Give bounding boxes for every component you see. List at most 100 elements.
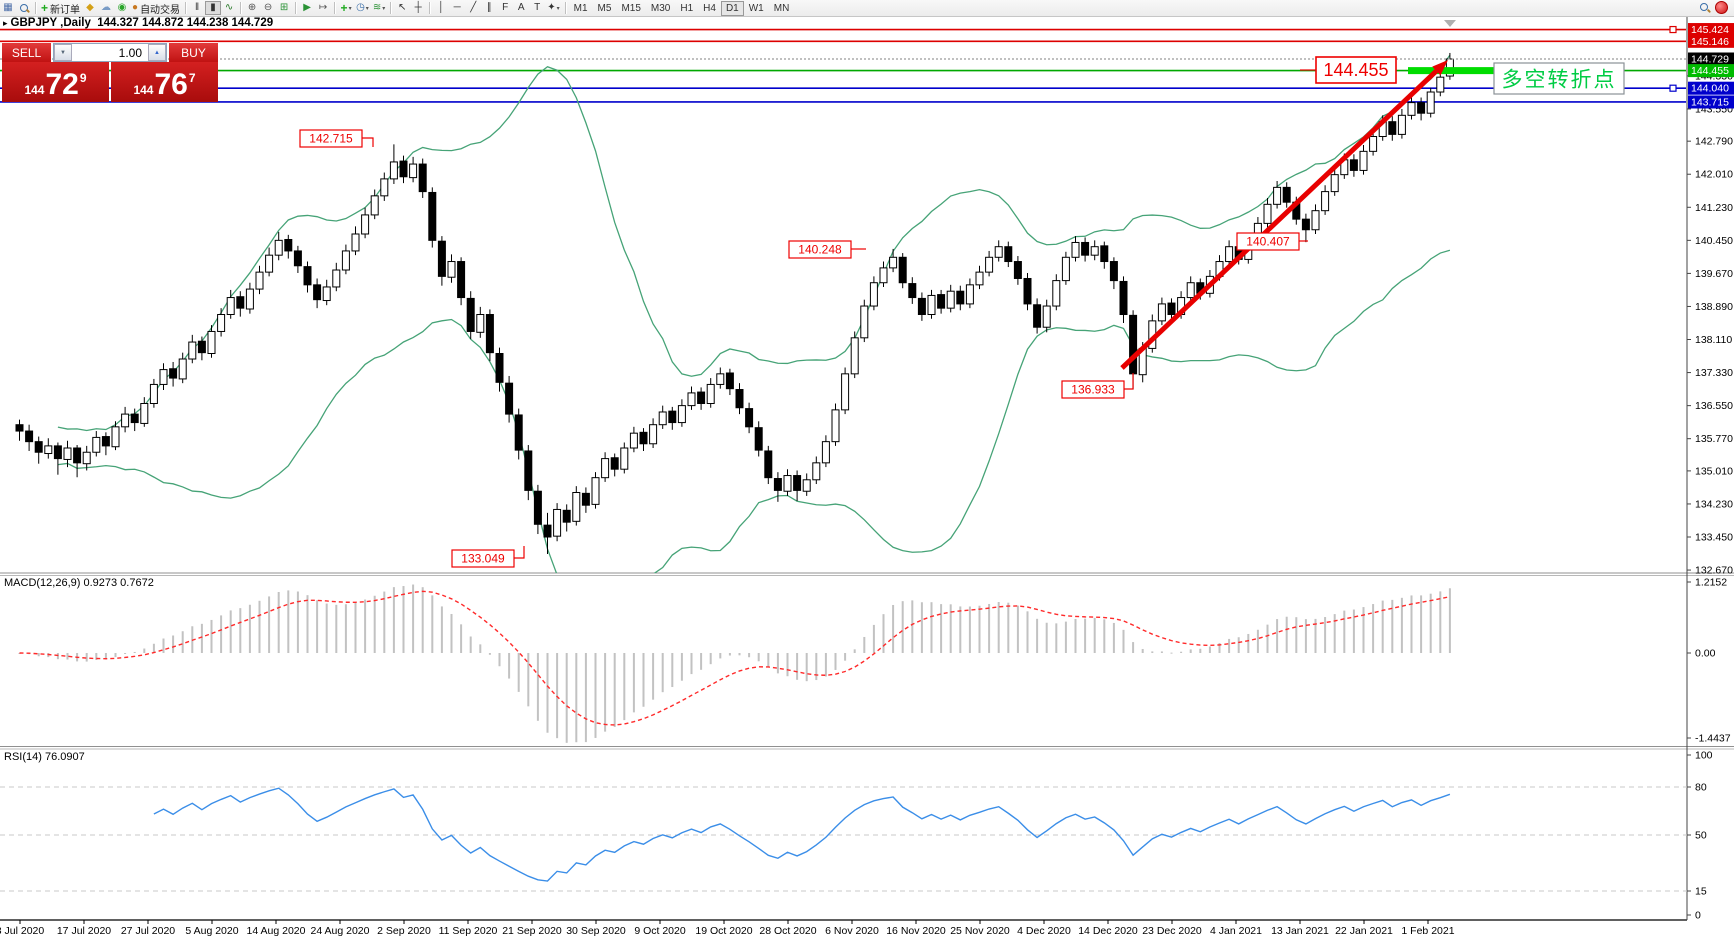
- timeframe-mn-button[interactable]: MN: [773, 2, 790, 14]
- candle-chart-icon[interactable]: ▮: [205, 1, 222, 15]
- sell-button[interactable]: SELL: [2, 43, 51, 62]
- history-center-icon[interactable]: ◆: [86, 2, 94, 13]
- price-annotation-136.933[interactable]: 136.933: [1061, 373, 1134, 399]
- svg-text:5 Aug 2020: 5 Aug 2020: [185, 925, 238, 937]
- sell-price-main: 72: [45, 68, 79, 101]
- shapes-icon[interactable]: ✦ ▾: [547, 2, 560, 13]
- svg-text:135.010: 135.010: [1695, 465, 1733, 477]
- preview-icon[interactable]: [16, 1, 32, 15]
- templates-icon[interactable]: ≋ ▾: [372, 2, 386, 13]
- svg-text:137.330: 137.330: [1695, 367, 1733, 379]
- data-window-icon[interactable]: [1715, 1, 1728, 14]
- svg-text:144.729: 144.729: [1691, 54, 1729, 66]
- svg-text:8 Jul 2020: 8 Jul 2020: [0, 925, 44, 937]
- svg-text:6 Nov 2020: 6 Nov 2020: [825, 925, 879, 937]
- timeframe-m5-button[interactable]: M5: [597, 2, 612, 14]
- price-annotation-140.407[interactable]: 140.407: [1236, 232, 1308, 251]
- svg-text:100: 100: [1695, 750, 1713, 762]
- timeframe-m1-button[interactable]: M1: [573, 2, 588, 14]
- collapse-arrow-icon[interactable]: ▸: [3, 18, 8, 28]
- crosshair-icon[interactable]: ┼: [414, 2, 422, 13]
- price-annotation-133.049[interactable]: 133.049: [451, 546, 525, 568]
- buy-price-main: 76: [154, 68, 188, 101]
- fibonacci-icon[interactable]: F: [502, 2, 509, 13]
- label-icon[interactable]: T: [534, 2, 541, 13]
- auto-scroll-icon[interactable]: ▶: [303, 2, 311, 13]
- trendline-icon[interactable]: ╱: [470, 2, 477, 13]
- svg-text:145.424: 145.424: [1691, 24, 1729, 36]
- volume-down-button[interactable]: ▼: [54, 44, 72, 61]
- candles: [15, 52, 1454, 554]
- search-icon[interactable]: [1700, 3, 1709, 12]
- zoom-in-icon[interactable]: ⊕: [247, 2, 257, 13]
- line-chart-icon[interactable]: ∿: [224, 2, 234, 13]
- svg-text:16 Nov 2020: 16 Nov 2020: [886, 925, 946, 937]
- timeframe-m30-button[interactable]: M30: [650, 2, 671, 14]
- toolbar-separator: [429, 2, 431, 14]
- chart-canvas[interactable]: 多空转折点 144.455 142.715 140.248 140.407 136.933…: [0, 17, 1734, 939]
- new-order-icon[interactable]: + 新订单: [41, 1, 81, 16]
- indicators-icon[interactable]: + ▾: [340, 1, 352, 15]
- timeframe-h4-button[interactable]: H4: [703, 2, 716, 14]
- svg-text:134.230: 134.230: [1695, 498, 1733, 510]
- svg-text:1 Feb 2021: 1 Feb 2021: [1401, 925, 1454, 937]
- rsi-axis: 100 80 50 15 0: [1687, 750, 1713, 922]
- macd-pane: [18, 584, 1451, 743]
- volume-field[interactable]: 1.00: [118, 45, 142, 60]
- signal-icon[interactable]: ◉: [117, 2, 127, 13]
- price-pane: [0, 25, 1686, 573]
- buy-button[interactable]: BUY: [169, 43, 218, 62]
- svg-text:4 Dec 2020: 4 Dec 2020: [1017, 925, 1071, 937]
- zoom-out-icon[interactable]: ⊖: [263, 2, 273, 13]
- trend-arrow-line[interactable]: [1120, 69, 1439, 370]
- note-box[interactable]: [1493, 62, 1625, 95]
- svg-text:133.049: 133.049: [461, 552, 505, 566]
- bollinger-lower-band: [57, 249, 1451, 573]
- chart-shift-icon[interactable]: ↦: [318, 2, 328, 13]
- auto-trading-icon[interactable]: ● 自动交易: [132, 2, 181, 16]
- channel-icon[interactable]: ∥: [486, 2, 492, 13]
- bar-chart-icon[interactable]: ‖: [194, 2, 200, 13]
- text-icon[interactable]: A: [517, 2, 525, 13]
- buy-price-pip: 7: [188, 71, 196, 85]
- bollinger-upper-band: [57, 54, 1451, 432]
- volume-up-button[interactable]: ▲: [148, 44, 166, 61]
- toolbar-separator: [334, 2, 336, 14]
- svg-text:144.040: 144.040: [1691, 83, 1729, 95]
- vline-icon[interactable]: │: [438, 2, 445, 13]
- svg-text:21 Sep 2020: 21 Sep 2020: [502, 925, 562, 937]
- price-annotation-142.715[interactable]: 142.715: [299, 129, 374, 148]
- svg-text:22 Jan 2021: 22 Jan 2021: [1335, 925, 1393, 937]
- toolbar-separator: [390, 2, 392, 14]
- rsi-levels: [0, 786, 1687, 892]
- macd-signal-line: [19, 590, 1451, 726]
- timeframe-m15-button[interactable]: M15: [621, 2, 641, 14]
- cursor-icon[interactable]: ↖: [398, 2, 407, 13]
- svg-text:140.450: 140.450: [1695, 235, 1733, 247]
- tile-windows-icon[interactable]: ⊞: [279, 2, 289, 13]
- buy-price[interactable]: 144 76 7: [111, 62, 218, 102]
- toolbar: ▦ + 新订单 ◆ ☁ ◉ ● 自动交易 ‖ ▮ ∿ ⊕ ⊖ ⊞ ▶ ↦ + ▾ ◷ ▾ ≋ ▾ ↖ ┼ │ ─ ╱ ∥ F A T ✦ ▾ M1…: [0, 0, 1734, 17]
- sell-price-prefix: 144: [24, 83, 45, 97]
- timeframe-w1-button[interactable]: W1: [748, 2, 764, 14]
- price-annotation-140.248[interactable]: 140.248: [788, 240, 866, 259]
- svg-text:138.110: 138.110: [1695, 334, 1732, 346]
- periods-icon[interactable]: ◷ ▾: [356, 2, 369, 13]
- svg-text:4 Jan 2021: 4 Jan 2021: [1210, 925, 1262, 937]
- price-annotation-144.455[interactable]: 144.455: [1300, 56, 1397, 84]
- hline-icon[interactable]: ─: [453, 2, 461, 13]
- svg-text:143.715: 143.715: [1691, 96, 1729, 108]
- sell-price[interactable]: 144 72 9: [2, 62, 109, 102]
- svg-text:132.670: 132.670: [1695, 565, 1733, 577]
- note-text: 多空转折点: [1502, 69, 1617, 92]
- timeframe-d1-button[interactable]: D1: [720, 0, 744, 16]
- svg-text:144.455: 144.455: [1323, 60, 1388, 80]
- timeframe-h1-button[interactable]: H1: [680, 2, 694, 14]
- chart-shift-marker[interactable]: [1444, 20, 1456, 27]
- window-icon[interactable]: ▦: [3, 2, 13, 13]
- svg-text:9 Oct 2020: 9 Oct 2020: [634, 925, 686, 937]
- svg-text:141.230: 141.230: [1695, 202, 1733, 214]
- cloud-icon[interactable]: ☁: [101, 2, 112, 13]
- support-highlight-bar[interactable]: [1408, 67, 1497, 75]
